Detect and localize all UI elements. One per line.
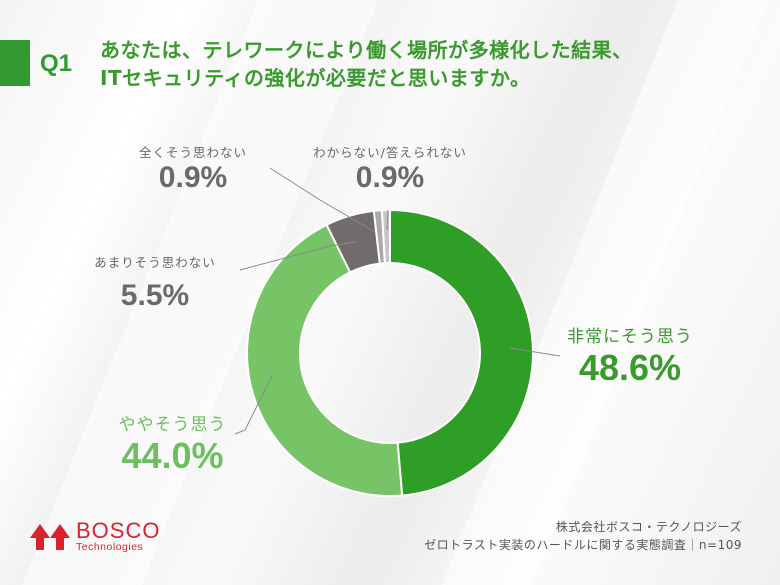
segment-strongly-agree: [389, 208, 534, 497]
leader-lines: [234, 167, 561, 435]
label-strongly-agree: 非常にそう思う 48.6%: [567, 327, 693, 388]
leader-strongly-agree: [509, 347, 561, 357]
source-survey: ゼロトラスト実装のハードルに関する実態調査｜n=109: [424, 538, 742, 552]
label-dont-know: わからない/答えられない 0.9%: [313, 145, 467, 194]
question-number: Q1: [40, 50, 73, 77]
question-title: あなたは、テレワークにより働く場所が多様化した結果、 ITセキュリティの強化が必…: [100, 36, 633, 92]
segment-somewhat-agree: [246, 223, 404, 497]
logo-name: BOSCO: [76, 518, 161, 543]
label-somewhat-agree: ややそう思う 44.0%: [118, 415, 227, 476]
label-not-at-all: 全くそう思わない 0.9%: [138, 145, 247, 194]
question-accent-block: [0, 40, 30, 86]
bosco-logo: BOSCO Technologies: [30, 520, 160, 553]
source-company: 株式会社ボスコ・テクノロジーズ: [555, 520, 742, 534]
question-line-1: あなたは、テレワークにより働く場所が多様化した結果、: [100, 38, 633, 62]
logo-arrows-icon: [30, 524, 70, 551]
source-note: 株式会社ボスコ・テクノロジーズ ゼロトラスト実装のハードルに関する実態調査｜n=…: [424, 518, 742, 554]
leader-not-really: [239, 241, 356, 271]
leader-not-at-all: [269, 167, 376, 233]
question-line-2: ITセキュリティの強化が必要だと思いますか。: [100, 66, 531, 90]
leader-somewhat-agree: [234, 375, 273, 435]
leader-dont-know: [386, 209, 389, 231]
segment-dont-know: [380, 208, 391, 265]
donut-segments: [246, 208, 534, 497]
logo-sub: Technologies: [76, 541, 144, 553]
label-not-really: あまりそう思わない 5.5%: [94, 255, 216, 312]
